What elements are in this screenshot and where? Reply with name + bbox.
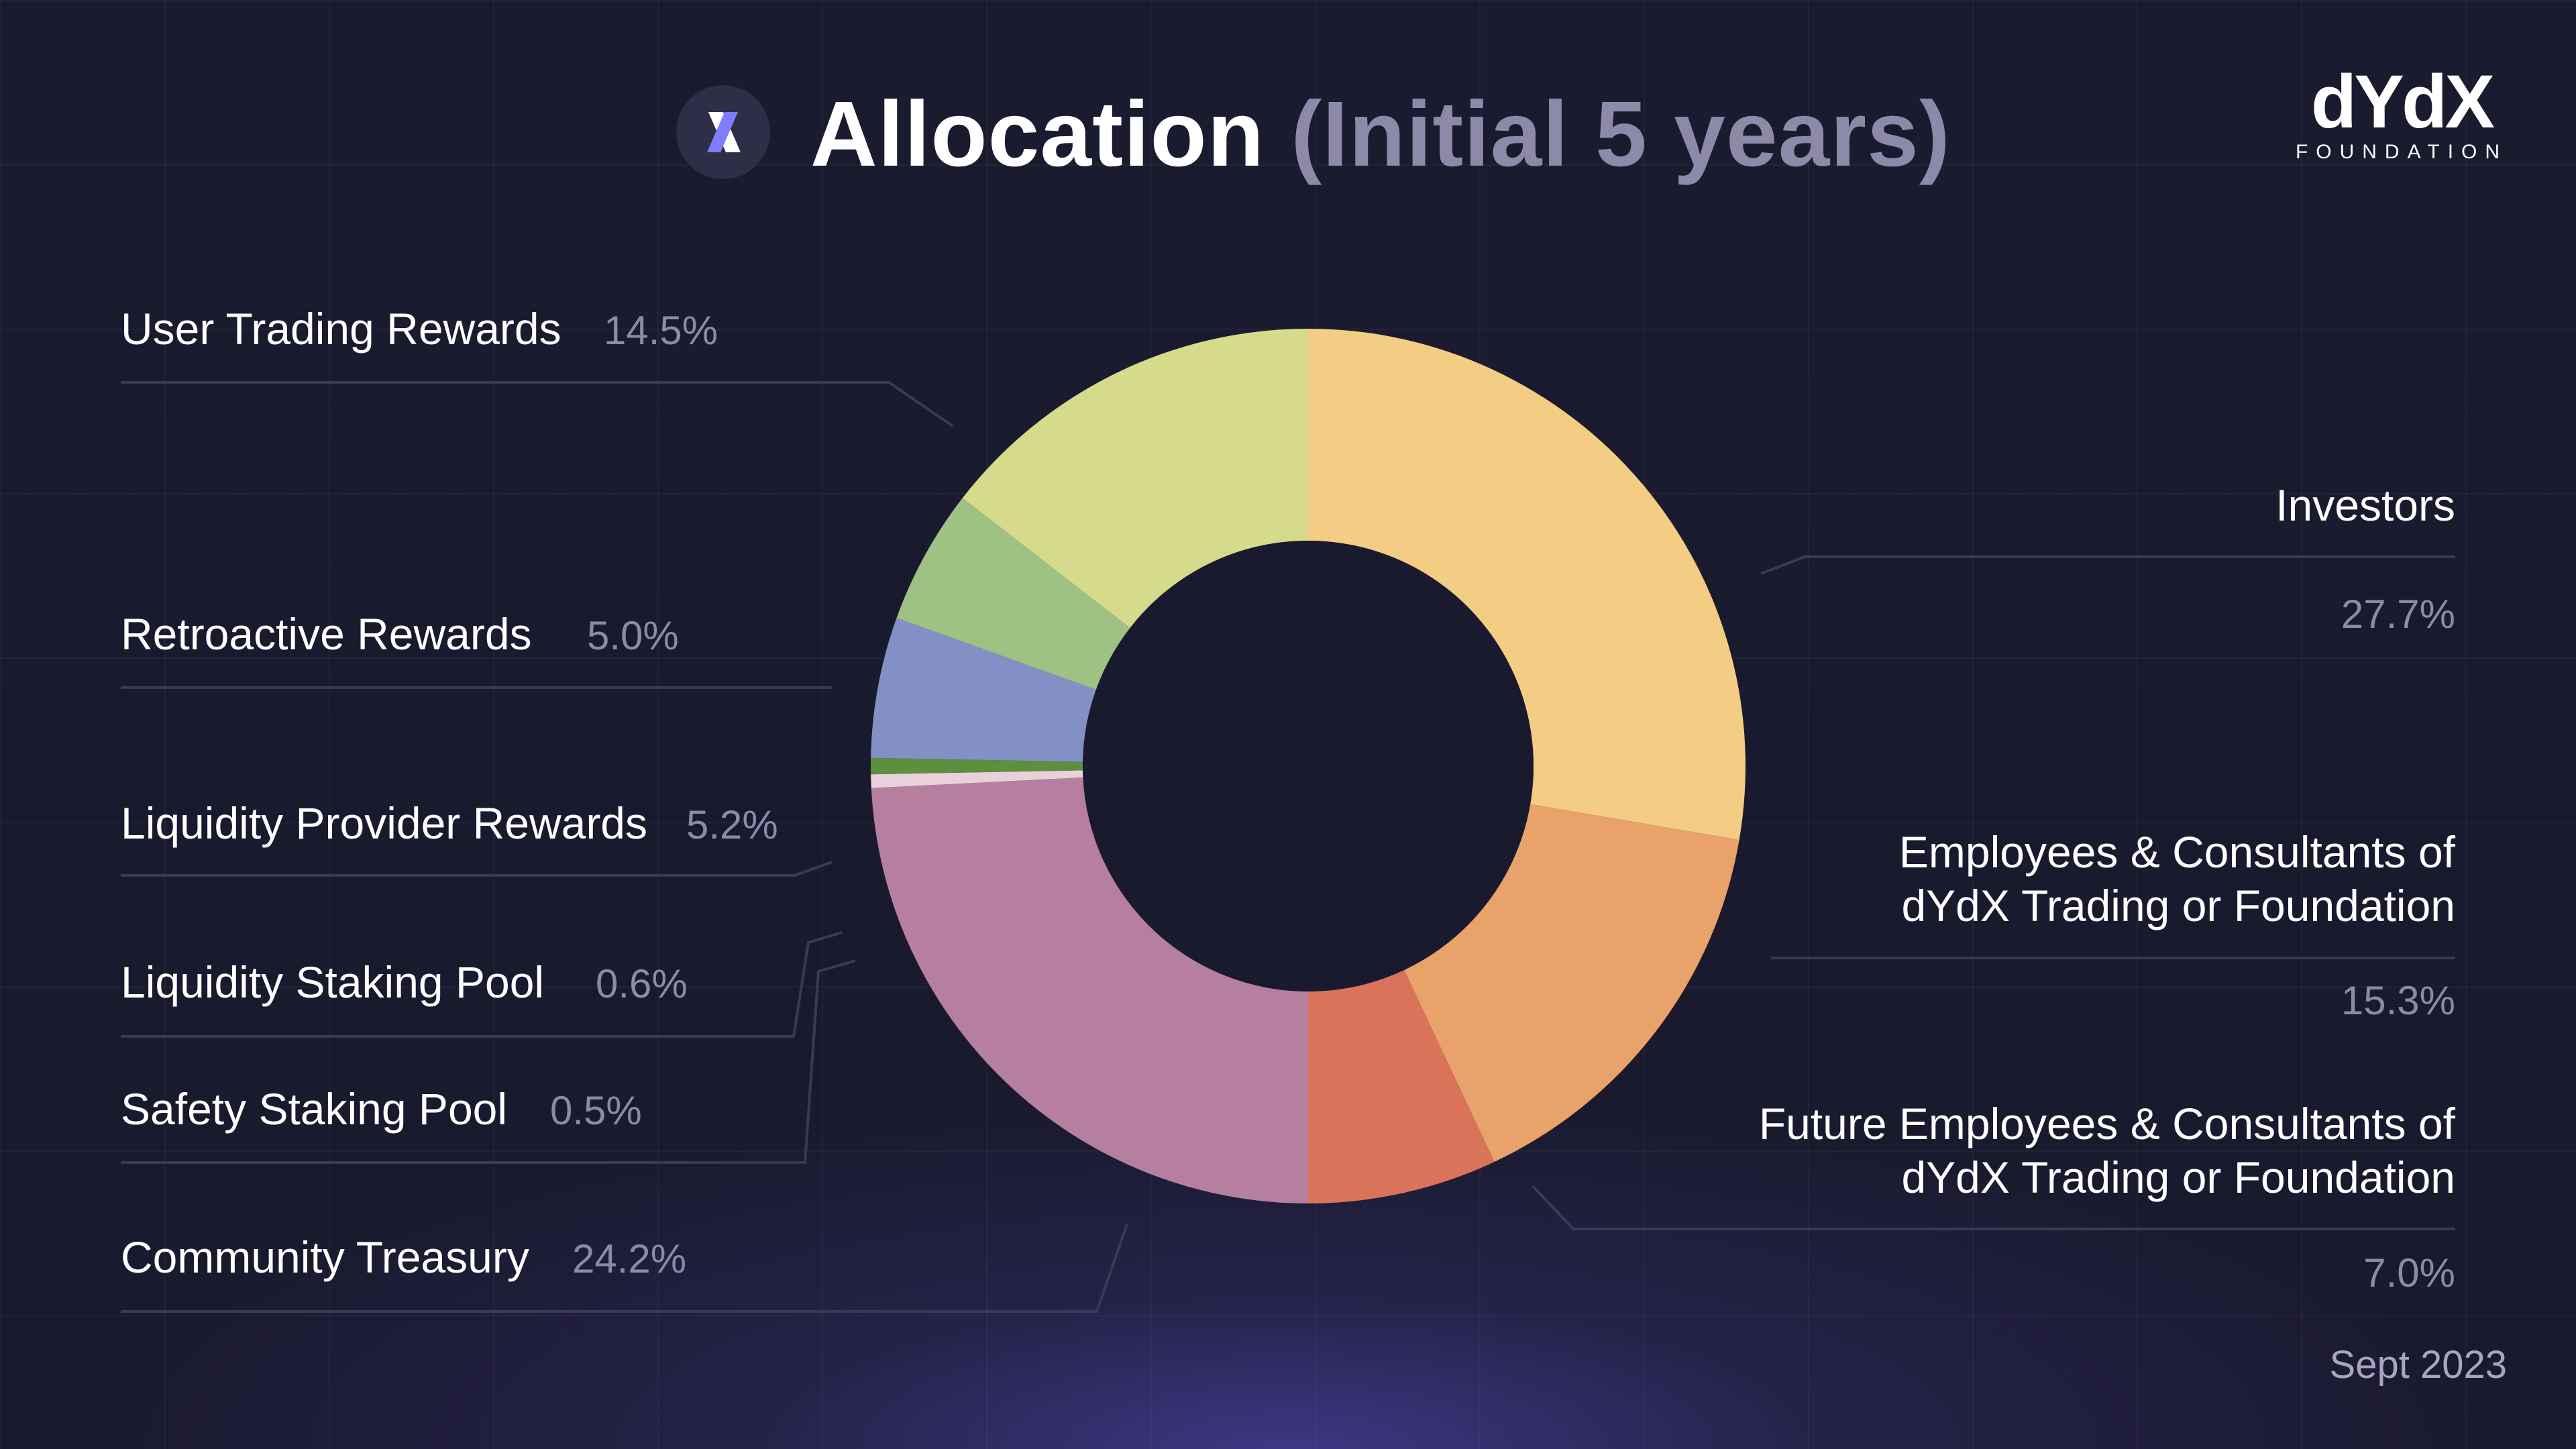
label-user-trading-rewards: User Trading Rewards: [121, 304, 561, 354]
slice-community-treasury: [871, 777, 1308, 1203]
slice-user-trading-rewards: [962, 329, 1308, 629]
label-employees-consultants: Employees & Consultants of dYdX Trading …: [1898, 827, 2455, 930]
leader-line-5: [121, 959, 856, 1164]
x-logo-icon: [676, 85, 770, 179]
slice-liquidity-provider-rewards: [871, 618, 1096, 762]
label-retroactive-rewards: Retroactive Rewards: [121, 609, 532, 659]
leader-line-4: [121, 931, 843, 1038]
leader-line-9: [1532, 1185, 2455, 1230]
leader-line-3: [121, 861, 833, 877]
leader-line-7: [1760, 555, 2455, 575]
date-label: Sept 2023: [2329, 1343, 2507, 1387]
value-future-employees-consultants: 7.0%: [2363, 1250, 2455, 1295]
slice-safety-staking-pool: [871, 770, 1083, 788]
value-liquidity-staking-pool: 0.6%: [596, 961, 688, 1006]
slice-employees-and-consultants-of-dydx-trading-or-foundation: [1404, 804, 1739, 1162]
slice-liquidity-staking-pool: [871, 757, 1083, 775]
value-retroactive-rewards: 5.0%: [587, 613, 679, 658]
label-future-employees-consultants: Future Employees & Consultants of dYdX T…: [1758, 1099, 2455, 1202]
label-liquidity-provider-rewards: Liquidity Provider Rewards: [121, 798, 648, 848]
value-liquidity-provider-rewards: 5.2%: [686, 802, 778, 847]
slice-future-employees-and-consultants-of-dydx-trading-or-foundation: [1308, 970, 1495, 1203]
label-community-treasury: Community Treasury: [121, 1232, 529, 1282]
donut-hole: [1083, 541, 1534, 991]
logo-tagline: FOUNDATION: [2295, 141, 2508, 163]
label-safety-staking-pool: Safety Staking Pool: [121, 1084, 508, 1134]
leader-line-6: [121, 1224, 1128, 1313]
dydx-foundation-logo: dYdX FOUNDATION: [2294, 62, 2509, 169]
leader-line-1: [121, 381, 954, 427]
value-community-treasury: 24.2%: [572, 1236, 687, 1281]
value-investors: 27.7%: [2341, 592, 2455, 637]
slice-retroactive-rewards: [896, 498, 1130, 690]
value-user-trading-rewards: 14.5%: [604, 308, 718, 353]
value-employees-consultants: 15.3%: [2341, 978, 2455, 1023]
value-safety-staking-pool: 0.5%: [550, 1088, 642, 1133]
slice-investors: [1308, 329, 1746, 841]
label-liquidity-staking-pool: Liquidity Staking Pool: [121, 957, 545, 1007]
label-investors: Investors: [2275, 480, 2455, 530]
logo-wordmark: dYdX: [2310, 60, 2495, 144]
title-main: Allocation: [810, 83, 1265, 186]
title-subtitle: (Initial 5 years): [1291, 83, 1951, 186]
page-title: Allocation (Initial 5 years): [810, 74, 1951, 195]
